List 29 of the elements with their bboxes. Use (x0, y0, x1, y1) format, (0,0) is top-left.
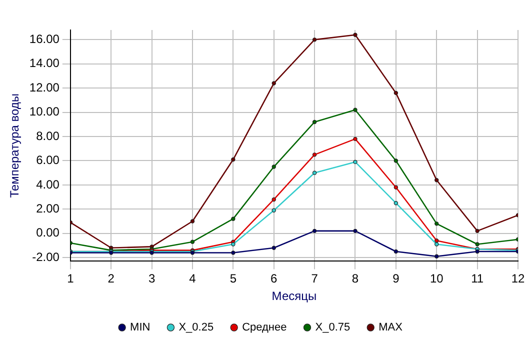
y-tick-label: 16.00 (29, 32, 60, 46)
x-tick-label: 9 (392, 272, 400, 286)
x-axis-title: Месяцы (272, 289, 317, 304)
x-tick-label: 1 (67, 272, 74, 286)
x-tick-label: 10 (430, 272, 444, 286)
y-axis-title: Температура воды (8, 93, 22, 198)
legend-label: X_0.25 (178, 322, 214, 334)
legend-label: MAX (378, 322, 404, 334)
y-tick-label: 6.00 (36, 153, 60, 168)
x-tick-label: 8 (352, 272, 359, 286)
x-tick-label: 3 (148, 272, 156, 286)
x-tick-label: 12 (511, 272, 525, 286)
x-tick-label: 7 (311, 272, 318, 286)
y-tick-label: 12.00 (29, 80, 60, 94)
x-tick-label: 6 (270, 272, 278, 286)
y-tick-label: 8.00 (36, 128, 60, 143)
x-tick-label: 5 (230, 272, 237, 286)
y-tick-label: 2.00 (36, 201, 60, 216)
y-tick-label: 0.00 (36, 226, 60, 240)
legend-label: MIN (130, 322, 150, 334)
y-tick-label: 4.00 (36, 177, 60, 192)
x-tick-label: 11 (471, 272, 484, 286)
legend-label: Среднее (242, 322, 287, 334)
x-tick-label: 4 (189, 272, 196, 286)
x-tick-label: 2 (108, 272, 115, 286)
y-tick-label: 10.00 (29, 104, 60, 119)
y-tick-label: 14.00 (29, 56, 60, 70)
y-tick-label: -2.00 (32, 250, 60, 264)
legend-label: X_0.75 (315, 322, 350, 334)
